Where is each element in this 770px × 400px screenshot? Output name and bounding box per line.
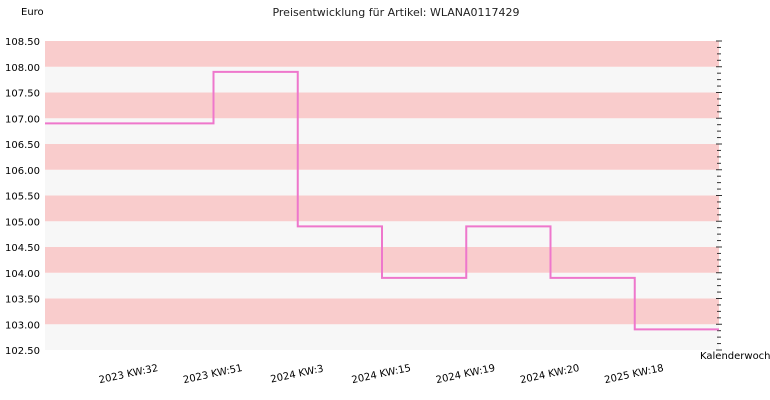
x-tick-label: 2024 KW:3 — [270, 364, 325, 386]
background-band — [45, 118, 719, 144]
background-band — [45, 92, 719, 119]
y-tick-label: 105.50 — [5, 192, 40, 203]
y-axis-ticks: 102.50 103.00 103.50 104.00 104.50 105.00 105.… — [5, 37, 722, 357]
y-tick-label: 108.50 — [5, 37, 40, 48]
y-tick-label: 105.00 — [5, 217, 40, 228]
background-band — [45, 195, 719, 222]
x-tick-label: 2023 KW:32 — [98, 363, 159, 386]
y-axis-label: Euro — [21, 7, 44, 18]
background-band — [45, 144, 719, 170]
y-tick-label: 107.50 — [5, 89, 40, 100]
y-tick-label: 108.00 — [5, 63, 40, 74]
y-tick-label: 106.00 — [5, 166, 40, 177]
x-tick-label: 2024 KW:15 — [351, 363, 412, 386]
background-band — [45, 298, 719, 325]
x-axis-ticks: 2023 KW:32 2023 KW:51 2024 KW:3 2024 KW:15 2… — [98, 363, 665, 386]
chart-title: Preisentwicklung für Artikel: WLANA01174… — [272, 6, 519, 19]
y-tick-label: 103.00 — [5, 320, 40, 331]
y-tick-label: 102.50 — [5, 346, 40, 357]
y-tick-label: 103.50 — [5, 295, 40, 306]
x-tick-label: 2024 KW:19 — [435, 363, 496, 386]
y-tick-label: 104.00 — [5, 269, 40, 280]
x-axis-label: Kalenderwoche — [700, 351, 770, 362]
x-tick-label: 2025 KW:18 — [604, 363, 665, 386]
y-tick-label: 106.50 — [5, 140, 40, 151]
x-tick-label: 2024 KW:20 — [519, 363, 580, 386]
x-tick-label: 2023 KW:51 — [182, 363, 243, 386]
background-band — [45, 169, 719, 196]
background-bands — [45, 41, 719, 350]
y-tick-label: 107.00 — [5, 114, 40, 125]
price-step-line — [45, 70, 719, 331]
background-band — [45, 66, 719, 93]
background-band — [45, 324, 719, 350]
y-tick-label: 104.50 — [5, 243, 40, 254]
background-band — [45, 41, 719, 67]
